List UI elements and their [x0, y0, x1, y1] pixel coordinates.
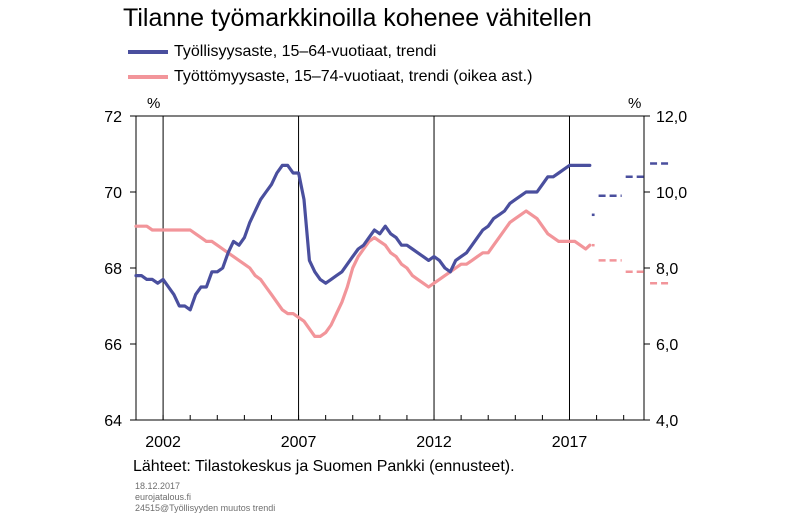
meta-code: 24515@Työllisyyden muutos trendi [135, 503, 276, 513]
x-tick-label: 2007 [281, 434, 317, 451]
y-left-tick-label: 70 [104, 185, 122, 202]
legend-item-unemployment: Työttömyysaste, 15–74-vuotiaat, trendi (… [128, 68, 532, 86]
x-tick-label: 2012 [416, 434, 452, 451]
y-right-tick-label: 6,0 [656, 337, 678, 354]
y-right-tick-label: 12,0 [656, 109, 687, 126]
y-left-unit: % [147, 95, 160, 112]
axis-ticks: 2002 2007 2012 2017 72 70 68 66 64 12,0 10,0 8,0 6,0… [104, 109, 687, 451]
y-left-tick-label: 68 [104, 261, 122, 278]
x-tick-label: 2017 [552, 434, 588, 451]
legend-label-employment: Työllisyysaste, 15–64-vuotiaat, trendi [174, 43, 437, 60]
y-right-tick-label: 10,0 [656, 185, 687, 202]
legend-swatch-unemployment [128, 75, 168, 79]
legend-label-unemployment: Työttömyysaste, 15–74-vuotiaat, trendi (… [174, 68, 533, 85]
y-right-tick-label: 4,0 [656, 413, 678, 430]
y-left-tick-label: 72 [104, 109, 122, 126]
chart-title: Tilanne työmarkkinoilla kohenee vähitell… [123, 4, 592, 32]
y-right-unit: % [628, 95, 641, 112]
legend-swatch-employment [128, 50, 168, 54]
series-layer [134, 162, 671, 338]
source-note: Lähteet: Tilastokeskus ja Suomen Pankki … [133, 458, 515, 475]
series-line-employment [134, 163, 592, 312]
plot-frame [135, 115, 645, 421]
legend-item-employment: Työllisyysaste, 15–64-vuotiaat, trendi [128, 43, 436, 61]
y-left-tick-label: 64 [104, 413, 122, 430]
y-right-tick-label: 8,0 [656, 261, 678, 278]
meta-date: 18.12.2017 [135, 481, 181, 491]
x-tick-label: 2002 [145, 434, 181, 451]
meta-site: eurojatalous.fi [135, 492, 192, 502]
y-left-tick-label: 66 [104, 337, 122, 354]
series-line-unemployment [134, 209, 592, 338]
